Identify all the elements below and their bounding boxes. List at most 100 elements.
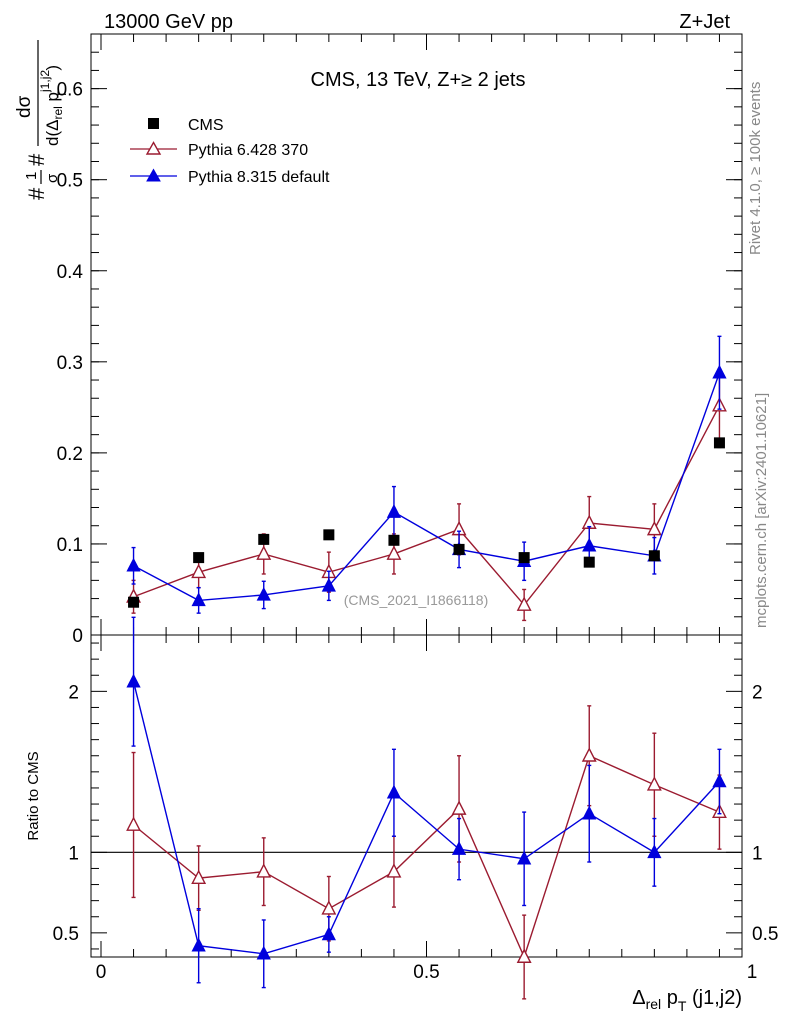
main-point-pythia-8-315-default	[582, 537, 597, 552]
legend-label-pythia6: Pythia 6.428 370	[188, 142, 308, 159]
ratio-point-pythia-8-315-default	[712, 773, 727, 788]
main-axis-ticks: 0 0.1 0.2 0.3 0.4 0.5 0.6	[57, 33, 742, 957]
ratio-point-pythia-6-428-370	[191, 869, 207, 885]
mcplots-label: mcplots.cern.ch [arXiv:2401.10621]	[753, 393, 770, 628]
legend: CMS Pythia 6.428 370 Pythia 8.315 defaul…	[130, 117, 330, 186]
main-point-cms	[193, 552, 205, 564]
ratio-y-tick-label-right: 2	[752, 682, 763, 703]
ratio-y-tick-label: 1	[68, 843, 79, 864]
main-point-pythia-6-428-370	[646, 520, 662, 536]
y-label-sup: j1,j2	[38, 70, 52, 93]
y-label-close: )	[43, 65, 62, 71]
y-label-frac-num: 1	[23, 172, 40, 180]
x-label-T: T	[678, 998, 687, 1014]
ratio-point-pythia-8-315-default	[256, 945, 271, 960]
main-point-pythia-6-428-370	[516, 596, 532, 611]
ratio-point-pythia-8-315-default	[126, 673, 141, 688]
main-point-pythia-8-315-default	[321, 577, 336, 592]
main-point-pythia-6-428-370	[191, 563, 207, 579]
main-point-pythia-8-315-default	[126, 557, 141, 572]
ratio-line-pythia-8-315-default	[132, 681, 720, 955]
rivet-label: Rivet 4.1.0, ≥ 100k events	[747, 82, 764, 255]
y-tick-label: 0.2	[57, 444, 83, 465]
ratio-point-pythia-6-428-370	[451, 800, 467, 815]
x-label-suffix: (j1,j2)	[686, 987, 742, 1009]
process-label: Z+Jet	[679, 11, 730, 33]
y-label-frac-den: σ	[44, 173, 61, 183]
ratio-point-pythia-8-315-default	[191, 937, 206, 952]
x-label-rel: rel	[646, 996, 662, 1012]
main-panel: 0 0.1 0.2 0.3 0.4 0.5 0.6 CMS, 13 TeV, Z+≥ 2 j…	[14, 33, 743, 957]
svg-text:d(Δrel pj1,j2T): d(Δrel pj1,j2T)	[38, 65, 69, 146]
legend-marker-pythia8	[146, 168, 161, 182]
ratio-y-label: Ratio to CMS	[25, 751, 42, 840]
ratio-plot-frame	[90, 634, 743, 958]
legend-label-cms: CMS	[188, 117, 224, 134]
legend-label-pythia8: Pythia 8.315 default	[188, 169, 330, 186]
ratio-point-pythia-8-315-default	[451, 841, 467, 855]
svg-text:Δrel pT (j1,j2): Δrel pT (j1,j2)	[632, 987, 742, 1014]
main-line-pythia-6-428-370	[133, 405, 721, 607]
legend-marker-pythia6	[145, 141, 162, 155]
ratio-point-pythia-8-315-default	[582, 805, 597, 820]
x-tick-label: 0	[96, 962, 107, 983]
x-axis-label: Δrel pT (j1,j2)	[632, 987, 742, 1014]
y-label-T: T	[55, 90, 69, 98]
y-tick-label: 0.6	[57, 80, 83, 101]
y-label-hash1: #	[24, 187, 49, 200]
main-point-cms	[518, 552, 530, 564]
main-y-label: # 1 σ # dσ d(Δrel pj1,j2T)	[14, 40, 69, 200]
main-point-cms	[128, 596, 140, 608]
ratio-axis-ticks: 0.5 0.5 1 1 2 2 0 0.5 1	[53, 642, 778, 983]
y-label-denom-pre: d(Δ	[43, 120, 62, 146]
main-point-pythia-8-315-default	[256, 586, 271, 601]
main-point-cms	[583, 556, 595, 568]
main-point-cms	[258, 533, 270, 545]
main-point-pythia-6-428-370	[386, 545, 402, 560]
ratio-panel: 0.5 0.5 1 1 2 2 0 0.5 1 Ratio to CMS Δrel pT (j1…	[25, 616, 778, 1014]
energy-label: 13000 GeV pp	[104, 11, 233, 33]
main-line-pythia-8-315-default	[133, 372, 721, 602]
main-point-cms	[453, 543, 465, 555]
x-tick-label: 0.5	[413, 962, 439, 983]
main-point-cms	[648, 550, 660, 562]
watermark: (CMS_2021_I1866118)	[344, 592, 489, 608]
ratio-point-pythia-6-428-370	[386, 863, 402, 878]
x-label-p: p	[661, 987, 678, 1009]
main-point-pythia-8-315-default	[191, 592, 206, 607]
x-label-delta: Δ	[632, 987, 645, 1009]
main-title: CMS, 13 TeV, Z+≥ 2 jets	[311, 69, 526, 91]
ratio-point-pythia-6-428-370	[126, 816, 141, 831]
ratio-point-pythia-8-315-default	[386, 784, 402, 799]
y-label-rel: rel	[51, 106, 65, 119]
main-point-pythia-8-315-default	[386, 503, 402, 518]
ratio-y-tick-label: 2	[68, 682, 79, 703]
main-point-pythia-8-315-default	[712, 364, 727, 379]
svg-text:#: #	[24, 187, 49, 200]
ratio-point-pythia-6-428-370	[581, 747, 597, 762]
main-series	[126, 335, 727, 622]
ratio-series	[126, 616, 727, 1000]
main-point-cms	[388, 534, 400, 546]
ratio-point-pythia-8-315-default	[517, 850, 532, 865]
y-label-dsigma: dσ	[14, 95, 35, 118]
y-tick-label: 0.1	[57, 535, 83, 556]
y-tick-label: 0.3	[57, 353, 83, 374]
ratio-point-pythia-6-428-370	[516, 948, 532, 963]
main-point-cms	[713, 437, 725, 449]
ratio-y-tick-label-right: 1	[752, 843, 763, 864]
y-tick-label: 0.5	[57, 171, 83, 192]
x-tick-label: 1	[747, 962, 758, 983]
ratio-point-pythia-8-315-default	[321, 926, 336, 941]
ratio-point-pythia-6-428-370	[256, 863, 272, 878]
ratio-point-pythia-6-428-370	[646, 776, 662, 791]
y-tick-label: 0.4	[57, 262, 84, 283]
ratio-point-pythia-6-428-370	[321, 900, 337, 915]
ratio-point-pythia-8-315-default	[647, 844, 662, 859]
main-point-pythia-6-428-370	[256, 545, 272, 560]
y-label-hash2: #	[24, 153, 49, 166]
main-point-cms	[323, 529, 335, 541]
y-label-pt: p	[43, 92, 62, 106]
ratio-y-tick-label-right: 0.5	[752, 924, 778, 945]
